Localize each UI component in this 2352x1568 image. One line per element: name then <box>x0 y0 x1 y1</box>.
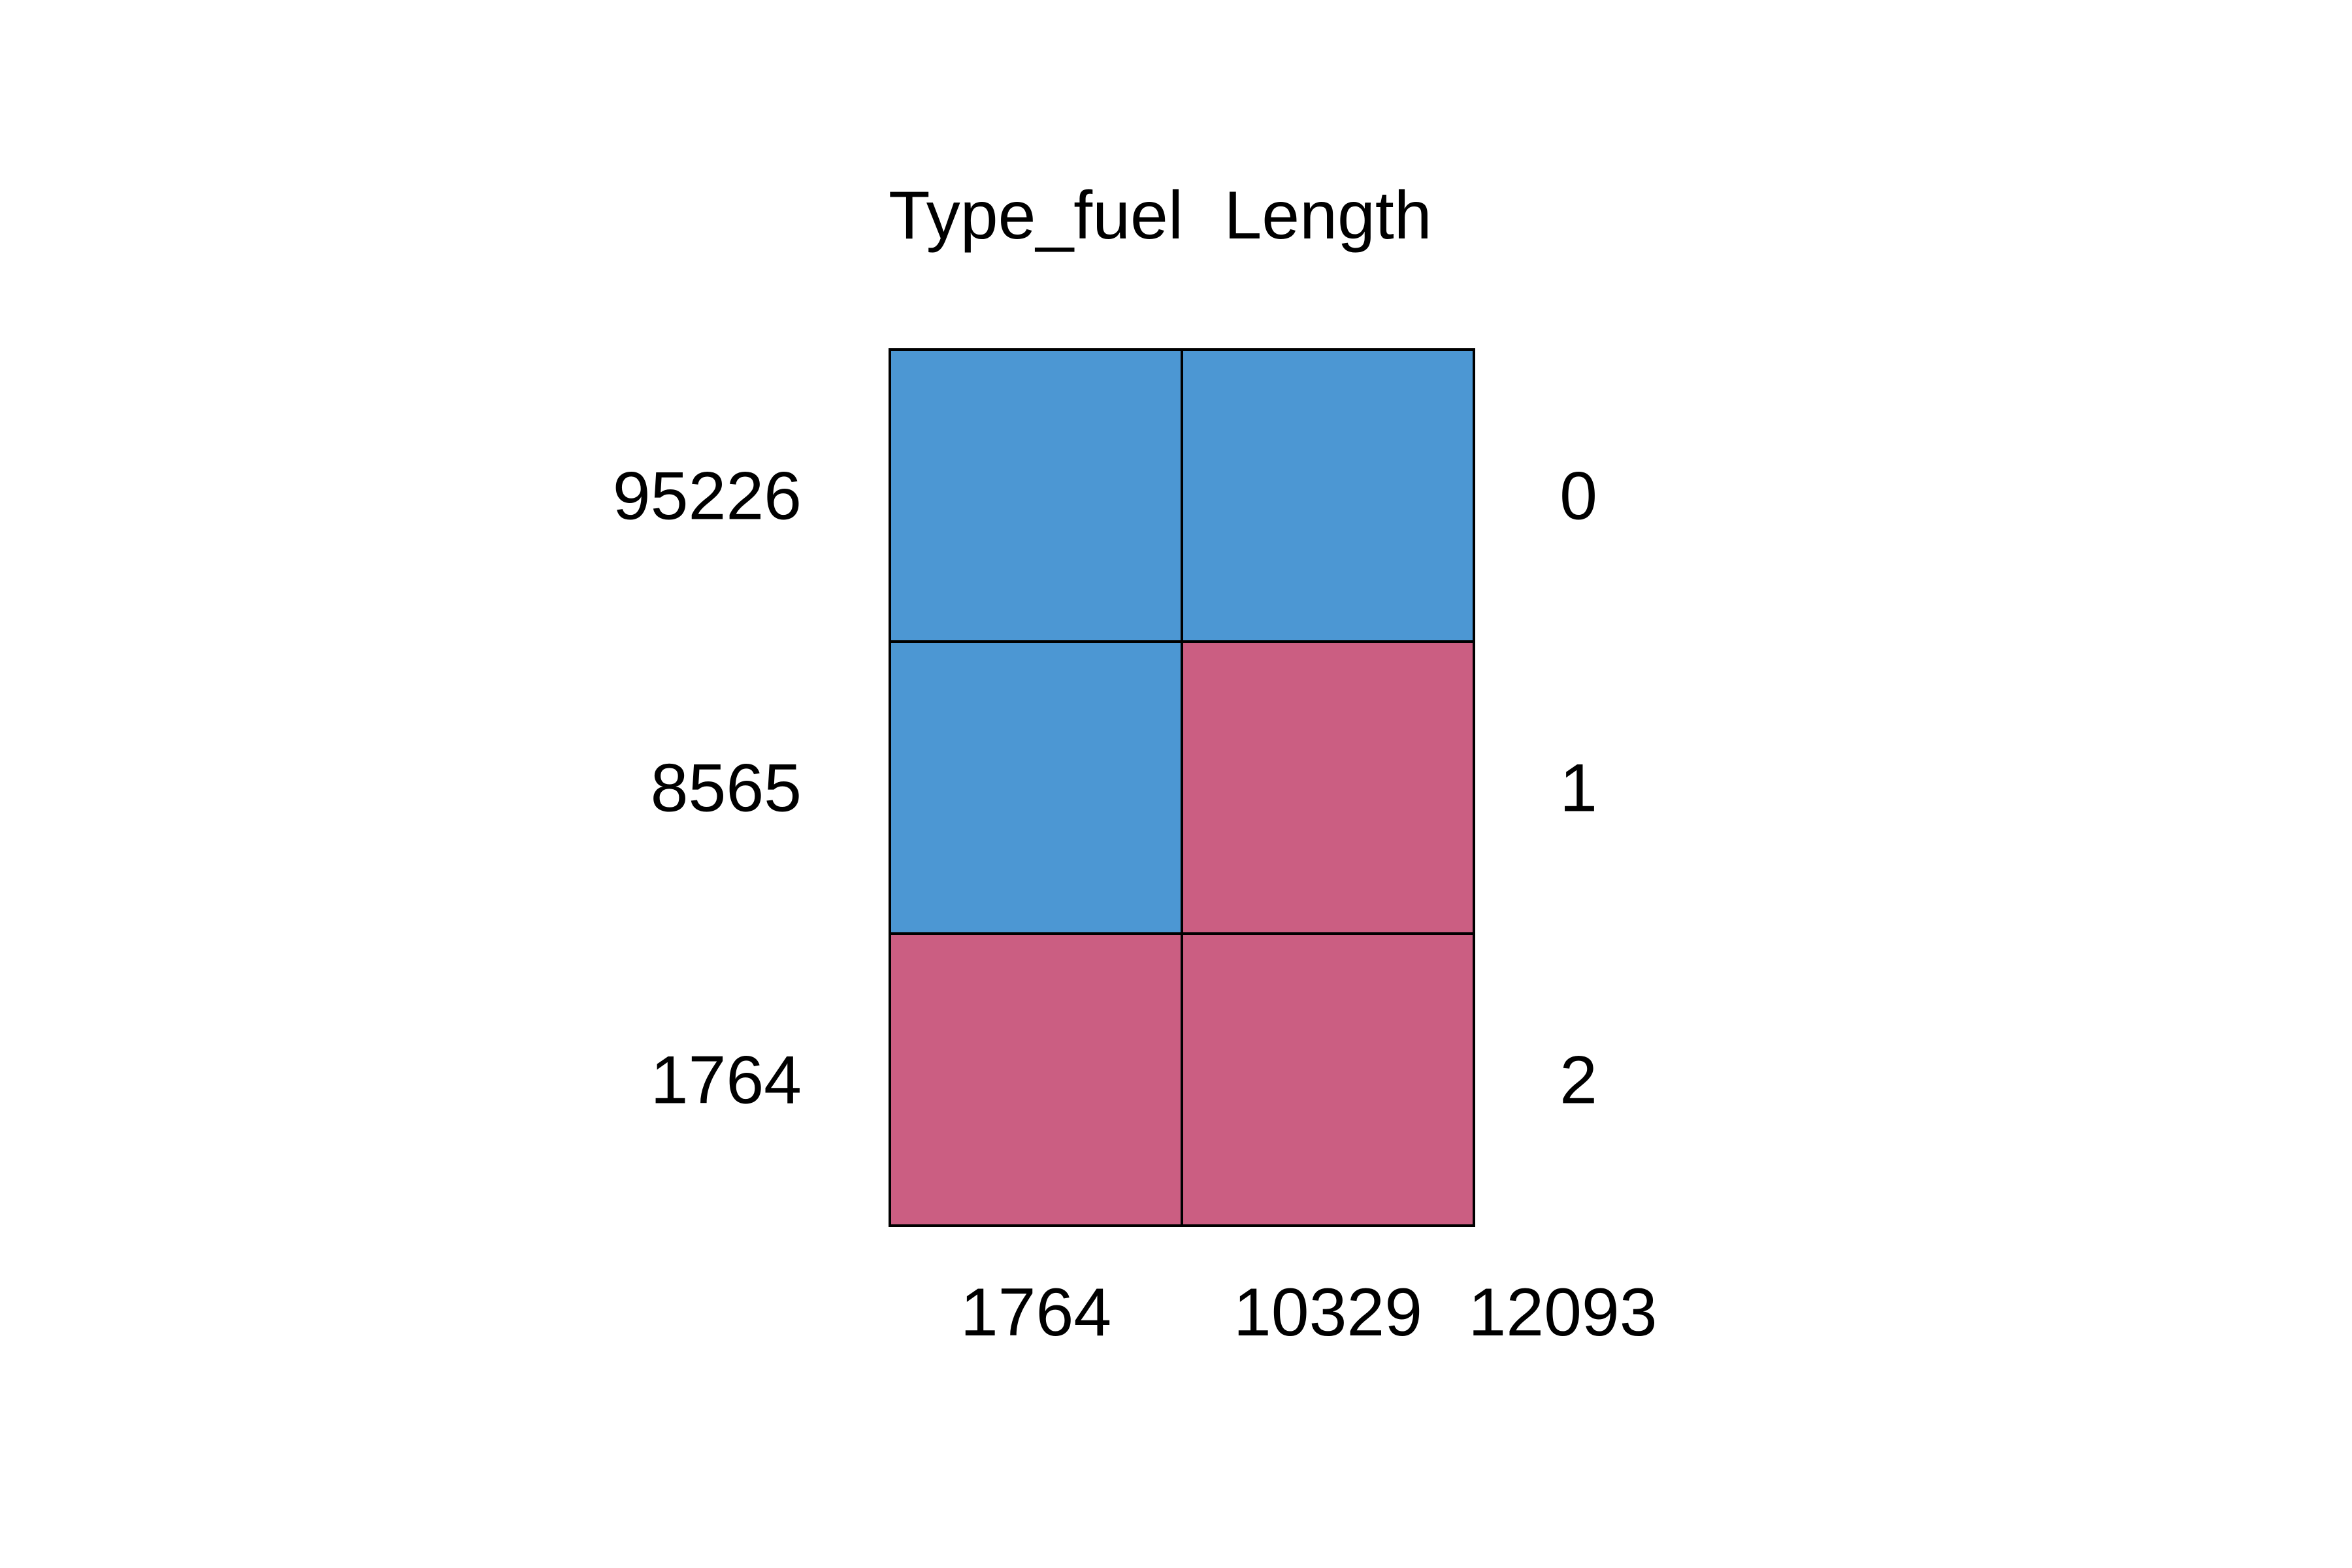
column-label-0: Type_fuel <box>889 178 1183 253</box>
row-count-labels: 95226 8565 1764 <box>613 459 802 1119</box>
column-total-1: 10329 <box>1233 1275 1422 1350</box>
pattern-cell-r1-c1 <box>1181 640 1475 935</box>
column-labels: Type_fuel Length <box>889 178 1432 253</box>
pattern-grid <box>889 348 1475 1227</box>
pattern-cell-r2-c0 <box>889 932 1183 1227</box>
pattern-cell-r1-c0 <box>889 640 1183 935</box>
row-missing-0: 0 <box>1560 459 1597 534</box>
column-total-0: 1764 <box>960 1275 1111 1350</box>
pattern-cell-r0-c0 <box>889 348 1183 643</box>
total-missing: 12093 <box>1468 1275 1657 1350</box>
row-missing-2: 2 <box>1560 1043 1597 1119</box>
row-count-1: 8565 <box>651 751 802 826</box>
row-missing-labels: 0 1 2 <box>1560 459 1597 1119</box>
pattern-cell-r0-c1 <box>1181 348 1475 643</box>
row-count-0: 95226 <box>613 459 802 534</box>
column-missing-totals: 1764 10329 12093 <box>960 1275 1658 1350</box>
row-missing-1: 1 <box>1560 751 1597 826</box>
column-label-1: Length <box>1224 178 1431 253</box>
pattern-cell-r2-c1 <box>1181 932 1475 1227</box>
row-count-2: 1764 <box>651 1043 802 1119</box>
